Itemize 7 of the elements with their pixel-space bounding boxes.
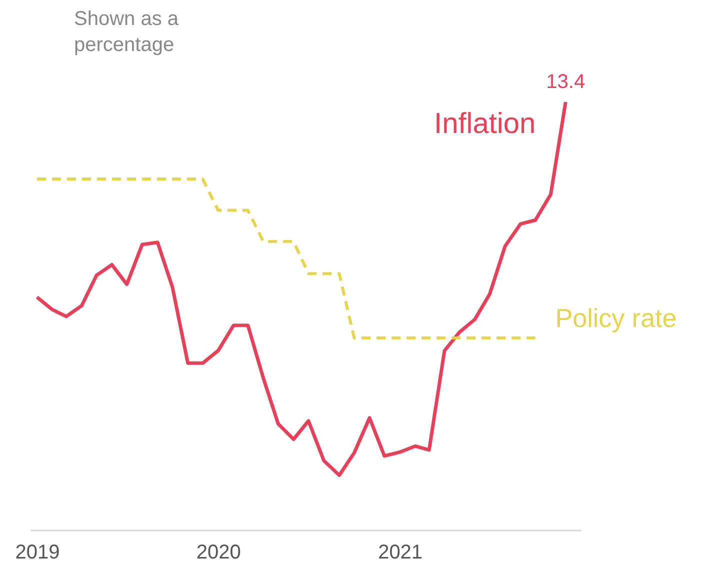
- x-tick-label: 2020: [196, 542, 241, 564]
- chart-title: Shown as a percentage: [74, 7, 180, 58]
- series-label: Inflation: [434, 108, 536, 140]
- series-label: Policy rate: [555, 302, 677, 333]
- x-tick-label: 2021: [378, 542, 423, 564]
- x-tick-label: 2019: [15, 542, 60, 564]
- annotation: 13.4: [546, 71, 586, 93]
